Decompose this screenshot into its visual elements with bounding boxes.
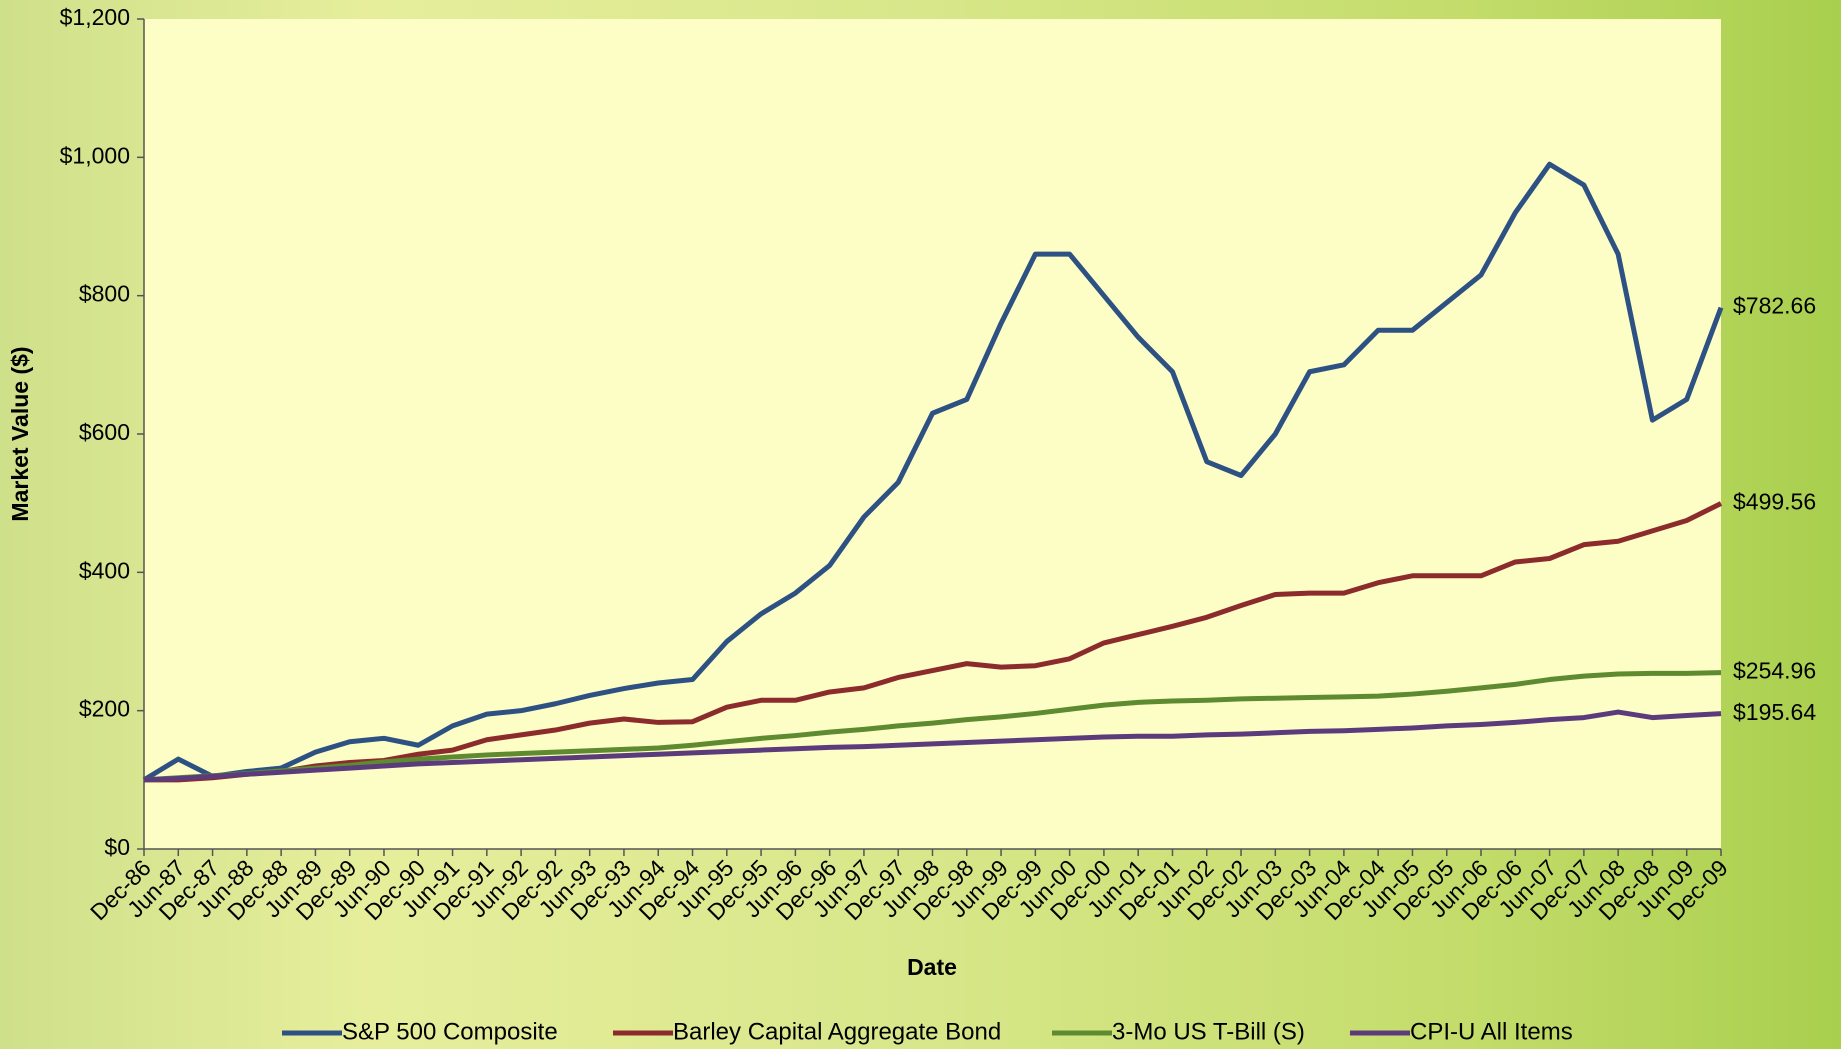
- value-label: $499.56: [1733, 489, 1816, 515]
- y-tick-label: $400: [79, 557, 130, 583]
- value-label: $195.64: [1733, 699, 1816, 725]
- legend-label: S&P 500 Composite: [342, 1018, 558, 1045]
- legend-label: CPI-U All Items: [1410, 1018, 1573, 1045]
- y-tick-label: $200: [79, 696, 130, 722]
- y-tick-label: $800: [79, 281, 130, 307]
- chart: Date Market Value ($) $0 $200 $400 $600 $800…: [0, 0, 1841, 1049]
- y-tick-label: $600: [79, 419, 130, 445]
- legend-label: 3-Mo US T-Bill (S): [1112, 1018, 1305, 1045]
- x-axis-title: Date: [907, 954, 957, 980]
- value-label: $254.96: [1733, 658, 1816, 684]
- y-tick-label: $1,000: [60, 142, 130, 168]
- legend-label: Barley Capital Aggregate Bond: [673, 1018, 1001, 1045]
- value-label: $782.66: [1733, 293, 1816, 319]
- y-tick-label: $0: [104, 834, 130, 860]
- y-tick-label: $1,200: [60, 4, 130, 30]
- y-axis-title: Market Value ($): [7, 346, 33, 521]
